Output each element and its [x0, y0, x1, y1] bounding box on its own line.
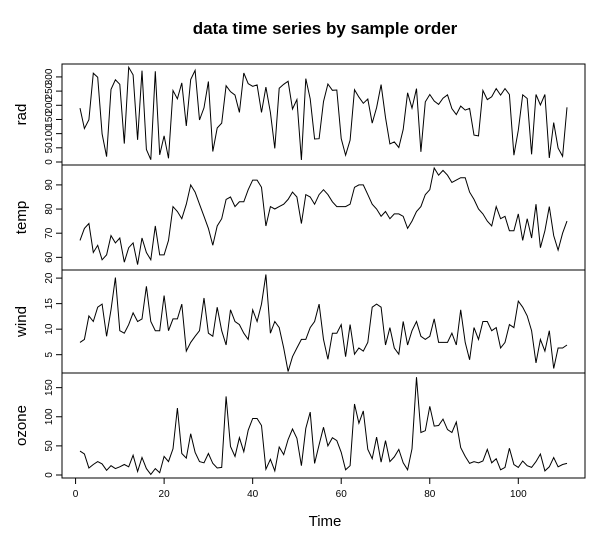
series-line-wind	[79, 274, 568, 372]
y-tick-label-wind: 5	[44, 351, 55, 357]
y-tick-label-rad: 50	[44, 142, 55, 154]
chart-title: data time series by sample order	[193, 19, 458, 38]
y-tick-label-rad: 100	[44, 125, 55, 142]
y-tick-label-rad: 150	[44, 111, 55, 128]
y-axis-label-wind: wind	[13, 306, 30, 338]
y-tick-label-temp: 80	[44, 203, 55, 215]
x-tick-label: 20	[159, 489, 171, 500]
x-tick-label: 60	[336, 489, 348, 500]
y-tick-label-rad: 300	[44, 68, 55, 85]
panel-temp: 60 70 80 90 temp	[13, 164, 586, 271]
y-tick-label-temp: 70	[44, 227, 55, 239]
panel-frame-wind	[61, 269, 586, 374]
y-axis-label-ozone: ozone	[13, 405, 30, 446]
y-tick-label-wind: 10	[44, 323, 55, 335]
y-tick-label-wind: 15	[44, 298, 55, 310]
y-tick-label-ozone: 0	[44, 472, 55, 478]
x-tick-label: 80	[424, 489, 436, 500]
x-tick-label: 0	[73, 489, 79, 500]
x-tick-label: 100	[510, 489, 527, 500]
panels-group: 050100150200250300rad60708090temp5101520…	[13, 63, 586, 479]
y-tick-label-ozone: 100	[44, 408, 55, 425]
y-tick-label-rad: 250	[44, 82, 55, 99]
y-tick-label-temp: 90	[44, 179, 55, 191]
y-tick-label-rad: 200	[44, 97, 55, 114]
x-tick-label: 40	[247, 489, 259, 500]
y-tick-label-temp: 60	[44, 251, 55, 263]
y-tick-label-rad: 0	[44, 159, 55, 165]
panel-frame-rad	[61, 63, 586, 166]
panel-frame-temp	[61, 164, 586, 271]
panel-frame-ozone	[61, 372, 586, 479]
x-axis-label: Time	[309, 513, 342, 530]
y-tick-label-ozone: 150	[44, 379, 55, 396]
series-line-temp	[79, 166, 568, 265]
panel-wind: 5 10 15 20 wind	[13, 269, 586, 374]
y-axis-label-temp: temp	[13, 201, 30, 234]
x-axis: 0 20 40 60 80 100	[73, 478, 527, 500]
y-axis-label-rad: rad	[13, 104, 30, 126]
y-tick-label-ozone: 50	[44, 440, 55, 452]
series-line-ozone	[79, 377, 568, 476]
series-line-rad	[79, 65, 568, 161]
y-tick-label-wind: 20	[44, 272, 55, 284]
panel-ozone: 0 50 100 150 ozone	[13, 372, 586, 479]
